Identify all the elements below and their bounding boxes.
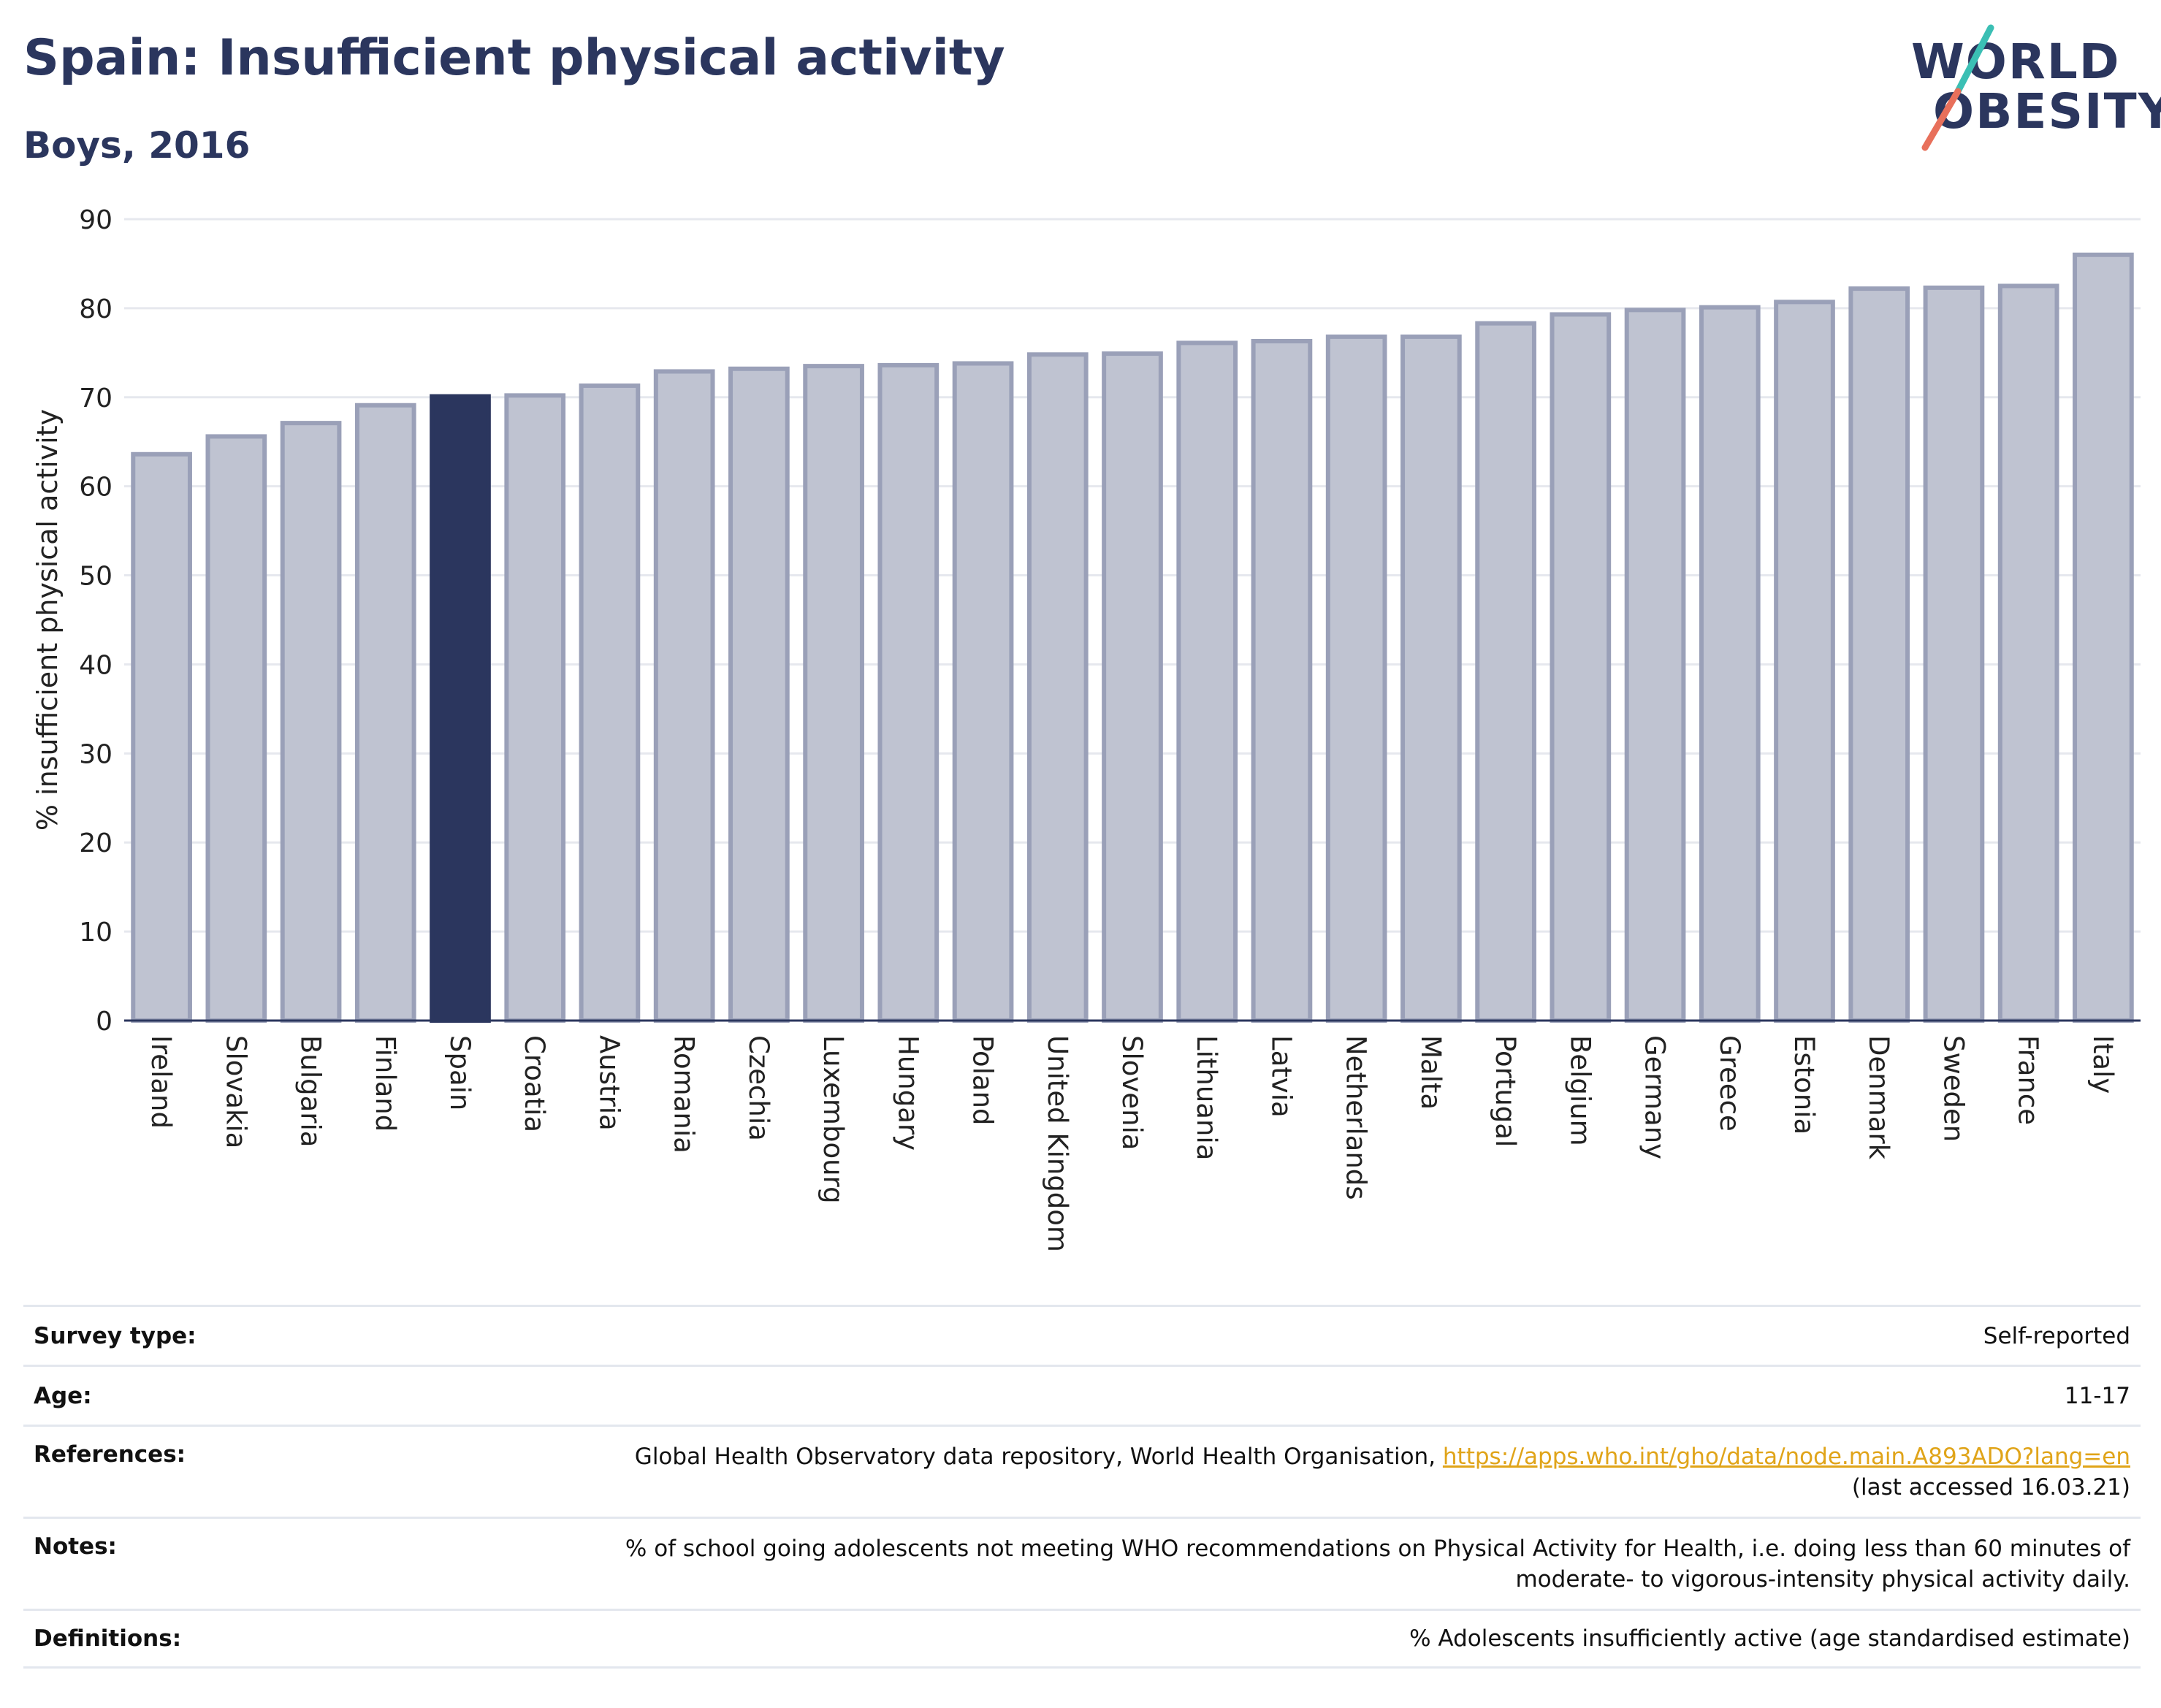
bar-france	[1997, 283, 2059, 1023]
references-value: Global Health Observatory data repositor…	[635, 1441, 2130, 1503]
references-text: Global Health Observatory data repositor…	[634, 1444, 1443, 1470]
x-tick-label: Greece	[1714, 1035, 1745, 1132]
notes-row: Notes: % of school going adolescents not…	[23, 1517, 2141, 1609]
bar-greece	[1699, 305, 1761, 1023]
bar-sweden	[1923, 285, 1985, 1023]
x-tick-label: Romania	[668, 1035, 700, 1154]
x-tick-label: Hungary	[892, 1035, 923, 1151]
x-tick-label: Ireland	[145, 1035, 177, 1129]
notes-line1: % of school going adolescents not meetin…	[625, 1536, 2130, 1562]
bar-chart: 0 10 20 30 40 50 60 70 80 90 Ireland Slovakia Bulgar…	[31, 205, 2141, 1252]
x-tick-label: Croatia	[519, 1035, 550, 1132]
x-tick-label: Sweden	[1937, 1035, 1969, 1142]
bar-poland	[952, 361, 1014, 1023]
x-tick-label: France	[2013, 1035, 2044, 1125]
logo-slash-icon	[1921, 24, 1994, 151]
x-tick-label: Slovenia	[1116, 1035, 1148, 1150]
age-row: Age: 11-17	[23, 1365, 2141, 1425]
x-tick-label: Poland	[967, 1035, 999, 1126]
x-tick-label: Czechia	[743, 1035, 774, 1141]
survey-type-label: Survey type:	[34, 1322, 197, 1349]
definitions-value: % Adolescents insufficiently active (age…	[1409, 1625, 2130, 1652]
bar-spain	[430, 394, 491, 1023]
bar-romania	[653, 369, 715, 1023]
x-tick-label: Germany	[1639, 1035, 1671, 1159]
bars	[131, 252, 2134, 1023]
notes-value: % of school going adolescents not meetin…	[625, 1533, 2130, 1595]
y-tick-label: 40	[79, 650, 113, 680]
page-title: Spain: Insufficient physical activity	[23, 29, 1005, 87]
definitions-label: Definitions:	[34, 1625, 182, 1652]
x-tick-label: Spain	[444, 1035, 476, 1110]
bar-czechia	[728, 366, 790, 1023]
bar-finland	[354, 403, 416, 1023]
x-tick-label: Lithuania	[1191, 1035, 1222, 1160]
bar-germany	[1624, 308, 1686, 1023]
notes-label: Notes:	[34, 1533, 117, 1560]
x-tick-label: Malta	[1415, 1035, 1447, 1110]
y-axis-label: % insufficient physical activity	[31, 409, 64, 831]
survey-type-value: Self-reported	[1983, 1322, 2130, 1349]
bar-bulgaria	[280, 421, 342, 1023]
survey-type-row: Survey type: Self-reported	[23, 1305, 2141, 1365]
y-tick-label: 20	[79, 828, 113, 858]
notes-line2: moderate- to vigorous-intensity physical…	[1515, 1566, 2130, 1593]
logo-line1: WORLD	[1911, 34, 2121, 90]
x-tick-label: Belgium	[1564, 1035, 1596, 1146]
x-tick-label: Italy	[2087, 1035, 2119, 1094]
bar-denmark	[1848, 286, 1910, 1023]
bar-austria	[579, 383, 641, 1023]
page-subtitle: Boys, 2016	[23, 124, 251, 167]
bar-lithuania	[1176, 340, 1238, 1023]
references-row: References: Global Health Observatory da…	[23, 1425, 2141, 1517]
axes: 0 10 20 30 40 50 60 70 80 90 Ireland Slovakia Bulgar…	[79, 205, 2141, 1252]
bar-estonia	[1774, 300, 1835, 1023]
bar-croatia	[504, 393, 566, 1023]
bar-slovenia	[1102, 351, 1163, 1023]
x-tick-label: Netherlands	[1341, 1035, 1372, 1200]
y-tick-label: 80	[79, 294, 113, 324]
world-obesity-logo: WORLD OBESITY	[1907, 22, 2161, 161]
y-tick-label: 0	[96, 1007, 113, 1037]
references-suffix: (last accessed 16.03.21)	[1851, 1474, 2130, 1501]
x-tick-label: Estonia	[1788, 1035, 1820, 1135]
x-tick-label: Slovakia	[220, 1035, 251, 1148]
bar-slovakia	[205, 434, 267, 1023]
x-tick-label: Portugal	[1490, 1035, 1521, 1147]
bar-malta	[1400, 334, 1462, 1023]
logo-line2: OBESITY	[1933, 83, 2161, 140]
metadata-table: Survey type: Self-reported Age: 11-17 Re…	[23, 1305, 2141, 1669]
x-tick-label: United Kingdom	[1042, 1035, 1073, 1252]
bar-ireland	[131, 451, 192, 1023]
x-tick-label: Bulgaria	[295, 1035, 327, 1147]
y-tick-label: 70	[79, 384, 113, 413]
x-tick-label: Finland	[370, 1035, 401, 1132]
x-tick-label: Denmark	[1863, 1035, 1894, 1160]
bar-netherlands	[1325, 334, 1387, 1023]
bar-italy	[2073, 252, 2134, 1023]
y-tick-label: 60	[79, 473, 113, 503]
bar-united-kingdom	[1026, 352, 1089, 1023]
references-link[interactable]: https://apps.who.int/gho/data/node.main.…	[1442, 1444, 2130, 1470]
y-tick-label: 50	[79, 562, 113, 592]
references-label: References:	[34, 1441, 186, 1468]
bar-portugal	[1475, 321, 1536, 1023]
y-tick-label: 10	[79, 918, 113, 948]
y-tick-label: 30	[79, 739, 113, 769]
x-tick-label: Austria	[593, 1035, 625, 1131]
bar-latvia	[1251, 338, 1313, 1023]
y-tick-label: 90	[79, 205, 113, 235]
bar-luxembourg	[803, 364, 864, 1023]
bar-hungary	[877, 362, 940, 1023]
x-tick-label: Latvia	[1265, 1035, 1297, 1118]
bar-belgium	[1550, 312, 1612, 1023]
definitions-row: Definitions: % Adolescents insufficientl…	[23, 1609, 2141, 1669]
x-tick-label: Luxembourg	[817, 1035, 849, 1204]
age-value: 11-17	[2064, 1382, 2130, 1409]
age-label: Age:	[34, 1382, 92, 1409]
